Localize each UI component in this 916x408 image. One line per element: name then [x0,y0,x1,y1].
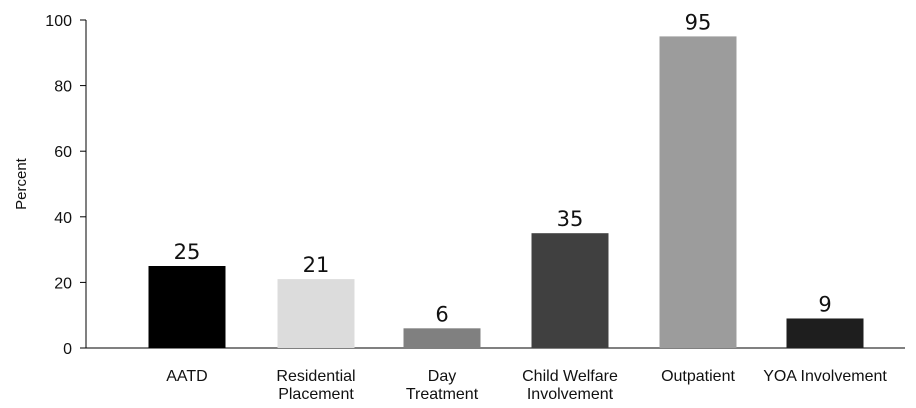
y-tick-label: 80 [54,79,72,96]
x-tick-label: YOA Involvement [763,368,887,385]
bar-value-label: 9 [818,292,831,316]
bar [531,233,609,348]
y-tick-label: 60 [54,144,72,161]
y-tick-label: 0 [63,341,72,358]
x-tick-label: Residential [276,368,355,385]
y-tick-label: 40 [54,210,72,227]
x-tick-label: Involvement [527,386,614,403]
bar-value-label: 25 [174,240,201,264]
y-tick-label: 100 [45,13,72,30]
x-tick-label: Day [428,368,456,385]
bar-value-label: 95 [685,10,712,34]
x-tick-label: Outpatient [661,368,735,385]
x-tick-label: Placement [278,386,354,403]
bar-value-label: 21 [303,253,330,277]
bar [659,36,737,349]
bars-layer [148,36,864,349]
x-tick-label: Treatment [406,386,479,403]
x-tick-label: Child Welfare [522,368,618,385]
bar [277,279,355,348]
bar [786,318,864,348]
bar [148,266,226,348]
bar-value-label: 35 [557,207,584,231]
x-tick-label: AATD [166,368,207,385]
bar [403,328,481,348]
y-tick-label: 20 [54,275,72,292]
bar-value-label: 6 [435,302,448,326]
y-axis-title: Percent [13,157,30,210]
